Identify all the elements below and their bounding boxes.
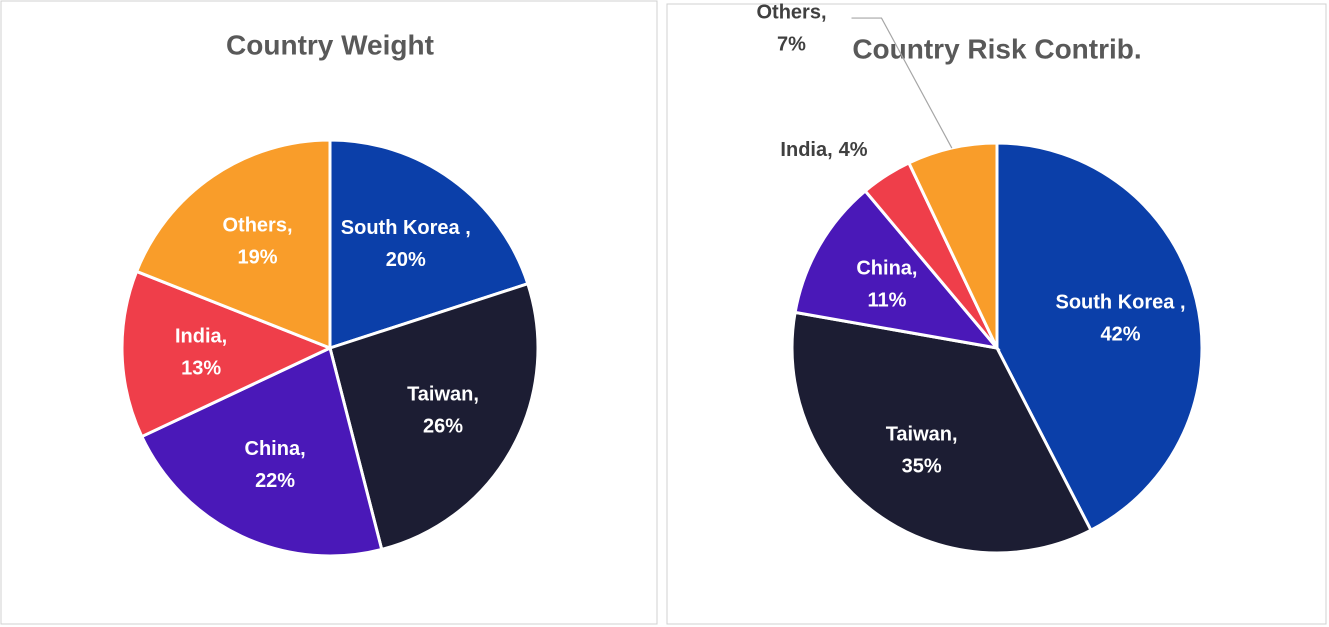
pie-slice: [790, 310, 1093, 555]
value-label: 20%: [386, 249, 426, 271]
leader-line: [851, 17, 953, 149]
category-label: South Korea ,: [1056, 291, 1186, 313]
value-label: 7%: [777, 33, 806, 55]
chart-title: Country Risk Contrib.: [852, 33, 1141, 64]
value-label: 42%: [1101, 323, 1141, 345]
value-label: 11%: [867, 290, 906, 312]
value-label: 13%: [181, 357, 221, 379]
pie-slice: [120, 269, 334, 439]
category-label: Others,: [756, 1, 826, 23]
category-label: Others,: [222, 215, 292, 237]
category-label: India,: [780, 139, 832, 161]
category-label: India,: [175, 325, 227, 347]
pie-slice: [139, 345, 384, 558]
chart-title: Country Weight: [226, 29, 434, 60]
category-label: China,: [856, 258, 917, 280]
pie-slice: [134, 138, 332, 351]
value-label: 22%: [255, 470, 295, 492]
value-label: 19%: [237, 247, 277, 269]
value-label: 4%: [839, 139, 868, 161]
pie-slice: [328, 281, 540, 552]
category-label: South Korea ,: [341, 217, 471, 239]
category-label: Taiwan,: [886, 424, 958, 446]
value-label: 26%: [423, 415, 463, 437]
category-label: China,: [245, 438, 306, 460]
pie-slice: [328, 138, 530, 351]
value-label: 35%: [902, 456, 942, 478]
pie-slice: [793, 188, 1001, 351]
category-label: Taiwan,: [407, 383, 479, 405]
data-label: India, 4%: [780, 139, 867, 161]
pie-slice: [995, 141, 1204, 533]
